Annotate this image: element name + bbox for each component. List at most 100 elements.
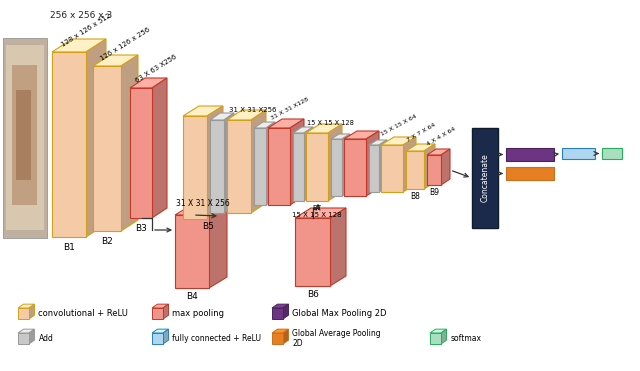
Text: B1: B1 xyxy=(63,243,75,252)
Polygon shape xyxy=(183,106,223,116)
Polygon shape xyxy=(130,88,152,218)
Polygon shape xyxy=(86,39,106,237)
Polygon shape xyxy=(52,52,86,237)
Polygon shape xyxy=(152,333,163,344)
Polygon shape xyxy=(424,144,435,189)
Polygon shape xyxy=(272,304,289,308)
Polygon shape xyxy=(369,145,379,192)
Polygon shape xyxy=(283,329,289,344)
Text: 4 X 4 X 64: 4 X 4 X 64 xyxy=(426,127,456,147)
Polygon shape xyxy=(406,144,435,151)
Polygon shape xyxy=(254,128,266,205)
Polygon shape xyxy=(18,329,35,333)
Text: fully connected + ReLU: fully connected + ReLU xyxy=(173,334,262,343)
Text: B5: B5 xyxy=(202,222,214,231)
Text: B3: B3 xyxy=(135,224,147,233)
Polygon shape xyxy=(272,308,283,319)
Polygon shape xyxy=(441,329,447,344)
Polygon shape xyxy=(209,204,227,288)
Polygon shape xyxy=(272,333,283,344)
Text: softmax: softmax xyxy=(451,334,481,343)
Polygon shape xyxy=(18,333,29,344)
Polygon shape xyxy=(175,215,209,288)
Text: 15 X 15 X 128: 15 X 15 X 128 xyxy=(307,120,354,126)
Bar xyxy=(16,90,31,180)
Polygon shape xyxy=(344,131,379,139)
Polygon shape xyxy=(330,208,346,286)
Bar xyxy=(12,65,37,205)
Polygon shape xyxy=(379,140,387,192)
Polygon shape xyxy=(295,208,346,218)
Polygon shape xyxy=(268,119,304,128)
Polygon shape xyxy=(227,120,251,213)
Polygon shape xyxy=(152,78,167,218)
Polygon shape xyxy=(430,329,447,333)
Polygon shape xyxy=(306,124,342,133)
Polygon shape xyxy=(293,127,313,133)
Polygon shape xyxy=(121,55,138,231)
Polygon shape xyxy=(152,304,168,308)
Polygon shape xyxy=(183,116,207,219)
Polygon shape xyxy=(254,122,275,128)
Polygon shape xyxy=(210,113,234,120)
Text: Concatenate: Concatenate xyxy=(481,154,490,202)
Polygon shape xyxy=(290,119,304,205)
Polygon shape xyxy=(163,304,168,319)
Text: 15 X 15 X 64: 15 X 15 X 64 xyxy=(380,114,417,137)
Bar xyxy=(602,148,622,159)
Polygon shape xyxy=(344,139,366,196)
Polygon shape xyxy=(331,139,342,196)
Text: B7
15 X 15 X 128: B7 15 X 15 X 128 xyxy=(292,205,342,218)
Text: convolutional + ReLU: convolutional + ReLU xyxy=(38,309,129,318)
Polygon shape xyxy=(427,155,441,185)
Polygon shape xyxy=(52,39,106,52)
Polygon shape xyxy=(224,113,234,213)
Text: 128 x 126 x 512: 128 x 126 x 512 xyxy=(61,13,113,48)
Polygon shape xyxy=(406,151,424,189)
Polygon shape xyxy=(369,140,387,145)
Polygon shape xyxy=(268,128,290,205)
Polygon shape xyxy=(18,304,35,308)
Polygon shape xyxy=(342,134,350,196)
Polygon shape xyxy=(152,329,168,333)
Bar xyxy=(472,128,498,228)
Polygon shape xyxy=(210,120,224,213)
Text: Add: Add xyxy=(38,334,53,343)
Polygon shape xyxy=(175,204,227,215)
Polygon shape xyxy=(293,133,304,201)
Text: 7 X 7 X 64: 7 X 7 X 64 xyxy=(406,122,436,143)
Polygon shape xyxy=(304,127,313,201)
Polygon shape xyxy=(29,304,35,319)
Polygon shape xyxy=(152,308,163,319)
Polygon shape xyxy=(130,78,167,88)
Polygon shape xyxy=(427,149,450,155)
Polygon shape xyxy=(29,329,35,344)
Text: B8: B8 xyxy=(410,192,420,201)
Polygon shape xyxy=(207,106,223,219)
Text: 63 X 63 X256: 63 X 63 X256 xyxy=(135,54,179,84)
Text: 31 X 31 X128: 31 X 31 X128 xyxy=(269,97,309,121)
Polygon shape xyxy=(381,137,416,145)
Polygon shape xyxy=(295,218,330,286)
Bar xyxy=(3,38,47,238)
Polygon shape xyxy=(366,131,379,196)
Polygon shape xyxy=(306,133,328,201)
Text: 126 x 126 x 256: 126 x 126 x 256 xyxy=(100,27,152,62)
Polygon shape xyxy=(93,55,138,66)
Text: Global Average Pooling
2D: Global Average Pooling 2D xyxy=(292,329,381,348)
Text: 31 X 31 X 256: 31 X 31 X 256 xyxy=(176,199,230,208)
Polygon shape xyxy=(18,308,29,319)
Polygon shape xyxy=(266,122,275,205)
Bar xyxy=(506,148,554,161)
Polygon shape xyxy=(331,134,350,139)
Polygon shape xyxy=(283,304,289,319)
Text: 31 X 31 X256: 31 X 31 X256 xyxy=(229,107,276,113)
Bar xyxy=(562,148,595,159)
Text: B6: B6 xyxy=(307,290,319,299)
Text: B4: B4 xyxy=(186,292,198,301)
Text: 256 x 256 x 3: 256 x 256 x 3 xyxy=(50,11,112,20)
Polygon shape xyxy=(403,137,416,192)
Text: B9: B9 xyxy=(429,188,439,197)
Text: max pooling: max pooling xyxy=(173,309,225,318)
Text: B2: B2 xyxy=(101,237,113,246)
